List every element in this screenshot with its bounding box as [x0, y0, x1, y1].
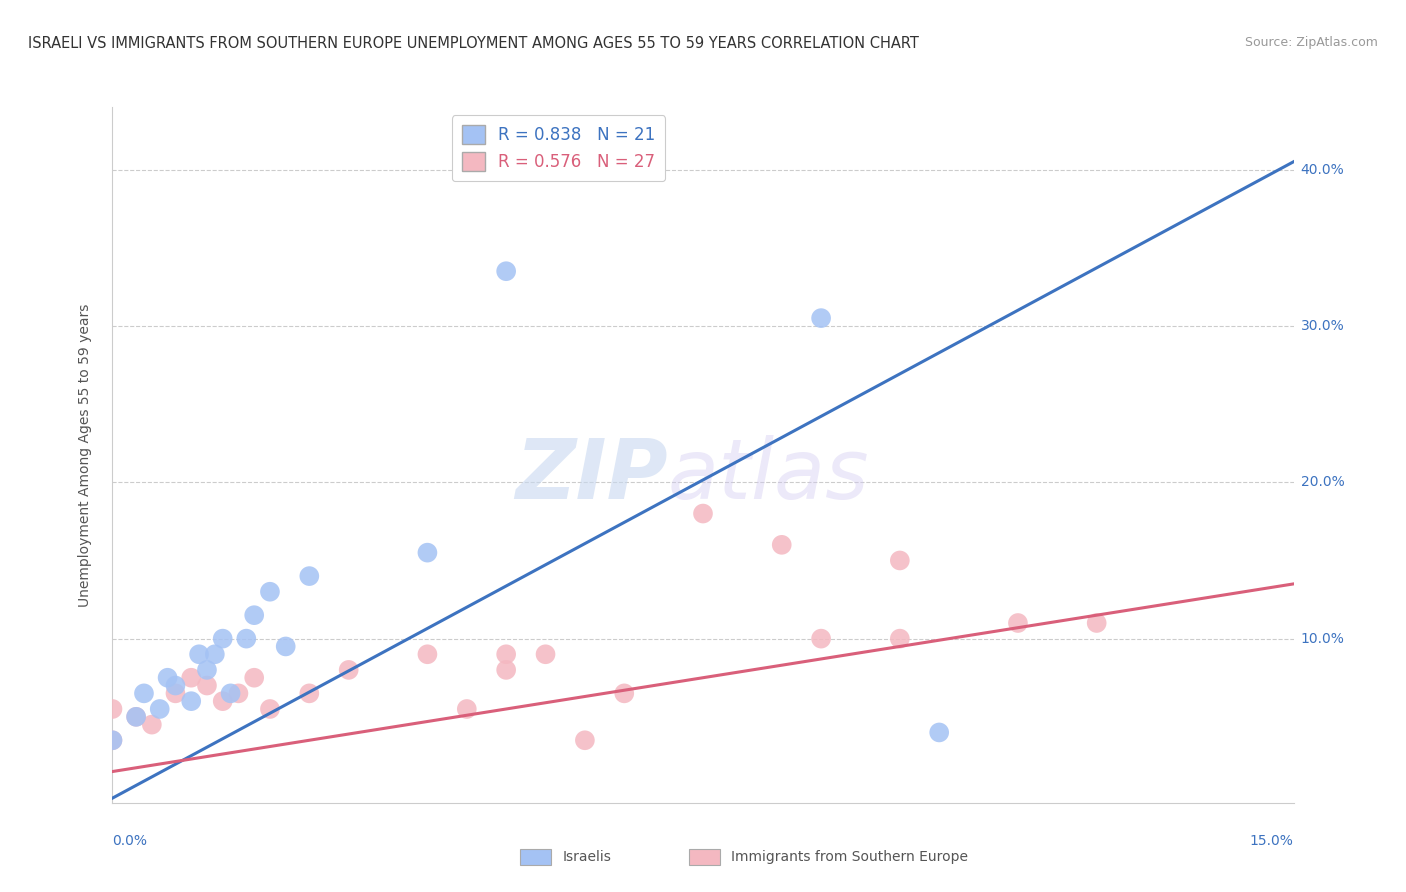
- Point: [1085, 615, 1108, 630]
- Point: [495, 663, 517, 677]
- Text: Immigrants from Southern Europe: Immigrants from Southern Europe: [731, 850, 969, 864]
- Point: [228, 686, 250, 700]
- Point: [416, 546, 439, 560]
- Point: [211, 632, 233, 646]
- Text: Israelis: Israelis: [562, 850, 612, 864]
- Legend: R = 0.838   N = 21, R = 0.576   N = 27: R = 0.838 N = 21, R = 0.576 N = 27: [451, 115, 665, 181]
- Text: Source: ZipAtlas.com: Source: ZipAtlas.com: [1244, 36, 1378, 49]
- Point: [613, 686, 636, 700]
- Text: atlas: atlas: [668, 435, 869, 516]
- Point: [810, 632, 832, 646]
- Point: [456, 702, 478, 716]
- Point: [337, 663, 360, 677]
- Point: [928, 725, 950, 739]
- Point: [495, 264, 517, 278]
- Point: [298, 686, 321, 700]
- Point: [125, 710, 148, 724]
- Point: [188, 647, 211, 661]
- Text: 40.0%: 40.0%: [1301, 162, 1344, 177]
- Text: 0.0%: 0.0%: [112, 834, 148, 848]
- Point: [243, 608, 266, 623]
- Point: [770, 538, 793, 552]
- Y-axis label: Unemployment Among Ages 55 to 59 years: Unemployment Among Ages 55 to 59 years: [77, 303, 91, 607]
- Point: [180, 671, 202, 685]
- Text: ISRAELI VS IMMIGRANTS FROM SOUTHERN EUROPE UNEMPLOYMENT AMONG AGES 55 TO 59 YEAR: ISRAELI VS IMMIGRANTS FROM SOUTHERN EURO…: [28, 36, 920, 51]
- Point: [156, 671, 179, 685]
- Point: [180, 694, 202, 708]
- Point: [495, 647, 517, 661]
- Point: [274, 640, 297, 654]
- Text: 10.0%: 10.0%: [1301, 632, 1344, 646]
- Point: [149, 702, 172, 716]
- Point: [101, 733, 124, 747]
- Point: [195, 663, 218, 677]
- Point: [416, 647, 439, 661]
- Point: [243, 671, 266, 685]
- Point: [141, 717, 163, 731]
- Point: [132, 686, 155, 700]
- Point: [101, 702, 124, 716]
- Point: [195, 679, 218, 693]
- Point: [889, 632, 911, 646]
- Point: [235, 632, 257, 646]
- Point: [534, 647, 557, 661]
- Text: 20.0%: 20.0%: [1301, 475, 1344, 490]
- Point: [1007, 615, 1029, 630]
- Point: [259, 584, 281, 599]
- Point: [101, 733, 124, 747]
- Point: [810, 311, 832, 326]
- Text: ZIP: ZIP: [515, 435, 668, 516]
- Point: [165, 679, 187, 693]
- Text: 15.0%: 15.0%: [1250, 834, 1294, 848]
- Point: [219, 686, 242, 700]
- Text: 30.0%: 30.0%: [1301, 319, 1344, 333]
- Point: [692, 507, 714, 521]
- Point: [211, 694, 233, 708]
- Point: [125, 710, 148, 724]
- Point: [165, 686, 187, 700]
- Point: [259, 702, 281, 716]
- Point: [298, 569, 321, 583]
- Point: [889, 553, 911, 567]
- Point: [574, 733, 596, 747]
- Point: [204, 647, 226, 661]
